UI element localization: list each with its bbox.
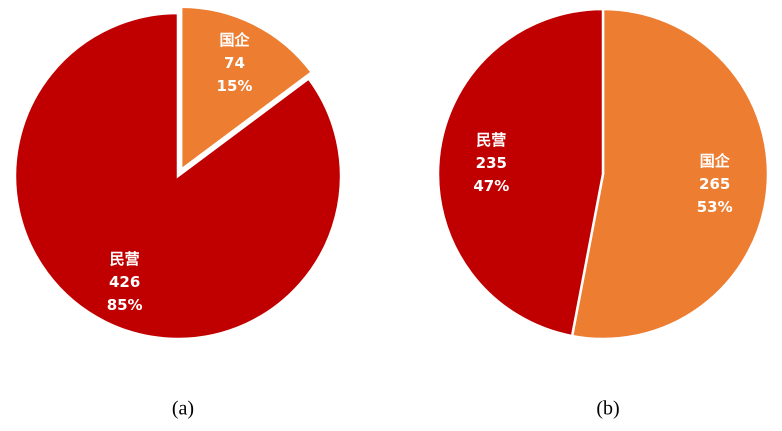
- slice-percentage-label: 47%: [473, 177, 509, 195]
- pie-slice: [570, 7, 770, 341]
- slice-value-label: 426: [109, 273, 140, 291]
- pie-slice: [13, 11, 343, 341]
- slice-category-label: 国企: [700, 152, 731, 170]
- chart-caption: (b): [596, 398, 619, 420]
- slice-percentage-label: 85%: [107, 296, 143, 314]
- chart-caption: (a): [172, 398, 194, 420]
- pie-slice: [179, 5, 314, 173]
- slice-value-label: 265: [699, 175, 730, 193]
- slice-value-label: 74: [224, 54, 245, 72]
- slice-category-label: 国企: [219, 31, 250, 49]
- slice-value-label: 235: [476, 154, 507, 172]
- slice-category-label: 民营: [476, 131, 506, 149]
- pie-slice: [436, 7, 605, 338]
- slice-category-label: 民营: [110, 250, 140, 268]
- slice-percentage-label: 15%: [217, 77, 253, 95]
- slice-percentage-label: 53%: [697, 198, 733, 216]
